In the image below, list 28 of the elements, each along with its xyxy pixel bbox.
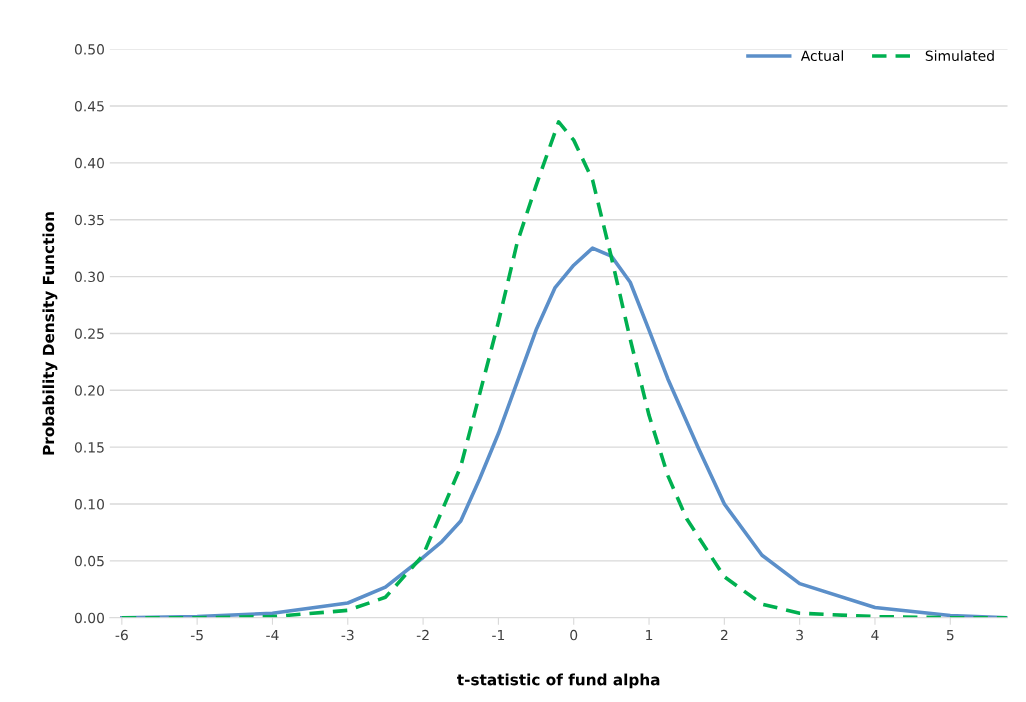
y-tick-label: 0.35	[74, 214, 104, 226]
x-tick-label: -2	[416, 629, 429, 641]
y-tick-label: 0.05	[74, 555, 104, 567]
x-tick-label: -6	[115, 629, 128, 641]
x-tick-label: 5	[946, 629, 954, 641]
y-tick-label: 0.20	[74, 385, 104, 396]
y-tick-label: 0.40	[74, 157, 104, 169]
y-tick-label: 0.30	[74, 271, 104, 283]
y-axis-title: Probability Density Function	[42, 212, 58, 455]
y-tick-label: 0.15	[74, 442, 104, 453]
x-tick-label: -4	[266, 629, 279, 641]
legend-label: Simulated	[925, 50, 994, 62]
y-tick-label: 0.25	[74, 328, 104, 339]
x-tick-label: -1	[492, 629, 505, 641]
line-series	[120, 120, 1008, 618]
x-axis-title: t-statistic of fund alpha	[457, 673, 660, 689]
x-tick-label: 1	[646, 629, 653, 641]
y-tick-label: 0.10	[74, 499, 104, 510]
x-tick-label: 0	[570, 629, 578, 641]
x-tick-label: 3	[796, 629, 803, 641]
x-tick-label: 2	[720, 629, 728, 641]
legend-label: Actual	[800, 50, 843, 62]
y-tick-label: 0.45	[74, 100, 104, 112]
x-tick-label: -5	[190, 629, 203, 641]
x-tick-label: 4	[871, 629, 879, 641]
x-tick-label: -3	[341, 629, 354, 641]
y-tick-label: 0.00	[74, 612, 104, 624]
y-tick-label: 0.50	[74, 44, 104, 55]
